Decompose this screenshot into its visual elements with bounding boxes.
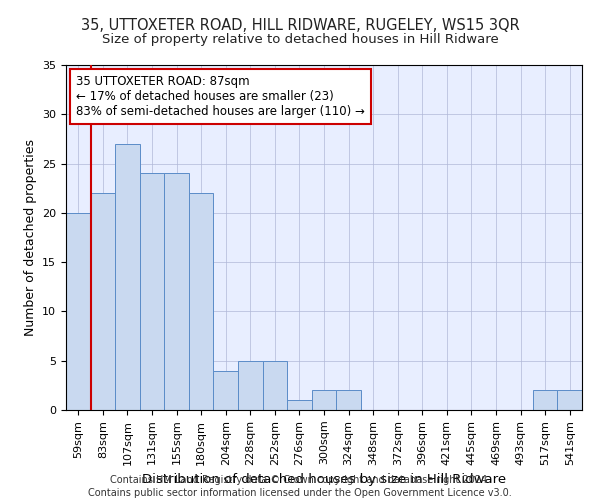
- Bar: [557, 390, 582, 410]
- Text: Contains HM Land Registry data © Crown copyright and database right 2024.: Contains HM Land Registry data © Crown c…: [110, 475, 490, 485]
- Text: Contains public sector information licensed under the Open Government Licence v3: Contains public sector information licen…: [88, 488, 512, 498]
- Bar: [214, 370, 238, 410]
- Text: Size of property relative to detached houses in Hill Ridware: Size of property relative to detached ho…: [101, 32, 499, 46]
- Bar: [238, 360, 263, 410]
- Y-axis label: Number of detached properties: Number of detached properties: [23, 139, 37, 336]
- Bar: [140, 174, 164, 410]
- Bar: [533, 390, 557, 410]
- Bar: [287, 400, 312, 410]
- Bar: [189, 193, 214, 410]
- Bar: [66, 213, 91, 410]
- Bar: [164, 174, 189, 410]
- Bar: [312, 390, 336, 410]
- Bar: [91, 193, 115, 410]
- Bar: [115, 144, 140, 410]
- Bar: [263, 360, 287, 410]
- X-axis label: Distribution of detached houses by size in Hill Ridware: Distribution of detached houses by size …: [142, 473, 506, 486]
- Text: 35 UTTOXETER ROAD: 87sqm
← 17% of detached houses are smaller (23)
83% of semi-d: 35 UTTOXETER ROAD: 87sqm ← 17% of detach…: [76, 76, 365, 118]
- Text: 35, UTTOXETER ROAD, HILL RIDWARE, RUGELEY, WS15 3QR: 35, UTTOXETER ROAD, HILL RIDWARE, RUGELE…: [80, 18, 520, 32]
- Bar: [336, 390, 361, 410]
